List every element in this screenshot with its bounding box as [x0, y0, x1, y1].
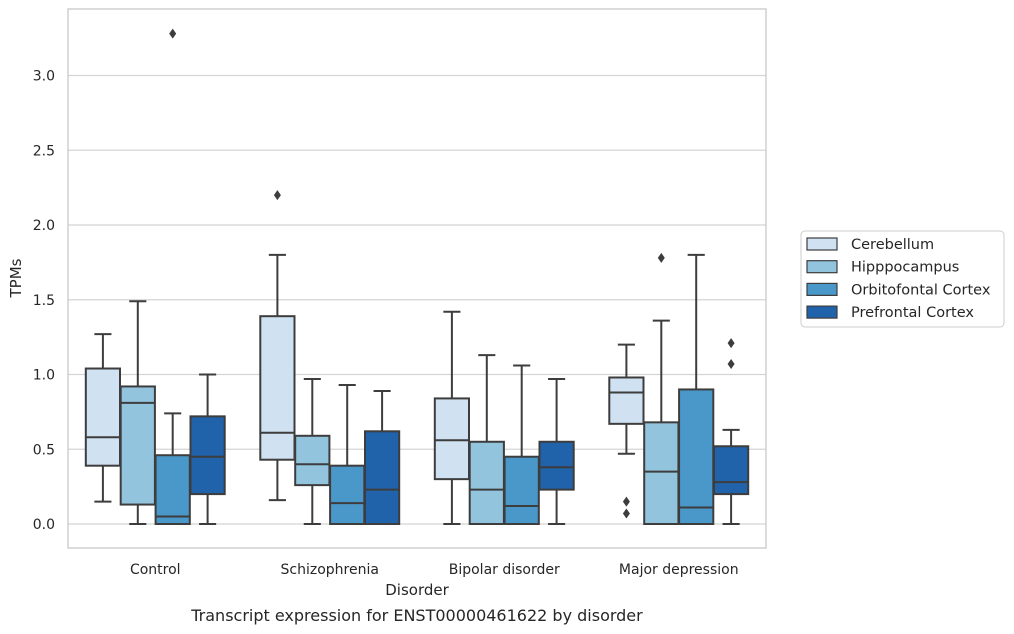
box-body: [468, 440, 505, 525]
outlier-point: [169, 28, 177, 39]
gridlines: [68, 74, 766, 525]
legend: Cerebellum Hipppocampus Orbitofontal Corte…: [800, 230, 1005, 328]
boxes: [84, 28, 750, 526]
box-3-0: [608, 343, 645, 519]
box-1-2: [329, 383, 366, 526]
legend-label: Prefrontal Cortex: [851, 305, 974, 321]
box-body: [259, 315, 296, 461]
box-0-1: [119, 300, 156, 525]
box-2-0: [433, 310, 471, 525]
legend-swatch: [806, 237, 838, 251]
legend-swatch: [806, 282, 838, 296]
box-1-3: [363, 389, 401, 525]
x-tick-label: Control: [130, 562, 181, 578]
outlier-point: [622, 508, 630, 519]
box-3-3: [712, 338, 750, 525]
x-tick-label: Major depression: [619, 562, 739, 578]
legend-items: Cerebellum Hipppocampus Orbitofontal Corte…: [806, 237, 991, 321]
box-body: [538, 440, 575, 491]
y-tick-label: 0.0: [33, 517, 55, 533]
box-3-2: [678, 253, 715, 526]
box-body: [329, 464, 366, 526]
box-body: [643, 421, 680, 525]
box-body: [84, 367, 122, 467]
x-axis-label: Disorder: [385, 581, 449, 599]
outlier-point: [727, 338, 735, 349]
outlier-point: [273, 190, 281, 201]
box-0-0: [84, 333, 122, 503]
plot-frame: [67, 8, 767, 549]
box-body: [154, 454, 191, 526]
box-body: [608, 376, 645, 425]
box-body: [712, 445, 750, 496]
y-tick-label: 1.0: [33, 368, 55, 384]
box-1-0: [259, 190, 296, 502]
box-3-1: [643, 252, 680, 525]
legend-label: Orbitofontal Cortex: [851, 282, 991, 298]
outlier-point: [622, 496, 630, 507]
box-2-2: [503, 364, 540, 526]
y-tick-label: 3.0: [33, 69, 55, 85]
x-tick-label: Schizophrenia: [281, 562, 379, 578]
box-body: [119, 385, 156, 506]
y-tick-labels: 0.0 0.5 1.0 1.5 2.0 2.5 3.0: [33, 69, 55, 534]
legend-label: Hipppocampus: [851, 260, 959, 276]
legend-label: Cerebellum: [851, 237, 934, 253]
box-1-1: [294, 377, 331, 525]
box-2-1: [468, 354, 505, 525]
outlier-point: [657, 252, 665, 263]
legend-swatch: [806, 305, 838, 319]
figure-caption: Transcript expression for ENST0000046162…: [191, 606, 643, 625]
box-body: [189, 415, 226, 496]
box-body: [363, 430, 401, 525]
x-tick-label: Bipolar disorder: [449, 562, 560, 578]
box-2-3: [538, 377, 575, 525]
x-tick-labels: Control Schizophrenia Bipolar disorder Majo…: [130, 562, 739, 578]
box-body: [294, 434, 331, 487]
y-tick-label: 1.5: [33, 293, 55, 309]
box-body: [678, 388, 715, 526]
y-tick-label: 2.5: [33, 143, 55, 159]
y-axis-label: TPMs: [7, 258, 25, 298]
outlier-point: [727, 359, 735, 370]
y-tick-label: 2.0: [33, 218, 55, 234]
legend-frame: [800, 230, 1005, 328]
box-body: [503, 455, 540, 526]
box-0-3: [189, 373, 226, 525]
box-body: [433, 397, 471, 481]
y-tick-label: 0.5: [33, 442, 55, 458]
legend-swatch: [806, 260, 838, 274]
